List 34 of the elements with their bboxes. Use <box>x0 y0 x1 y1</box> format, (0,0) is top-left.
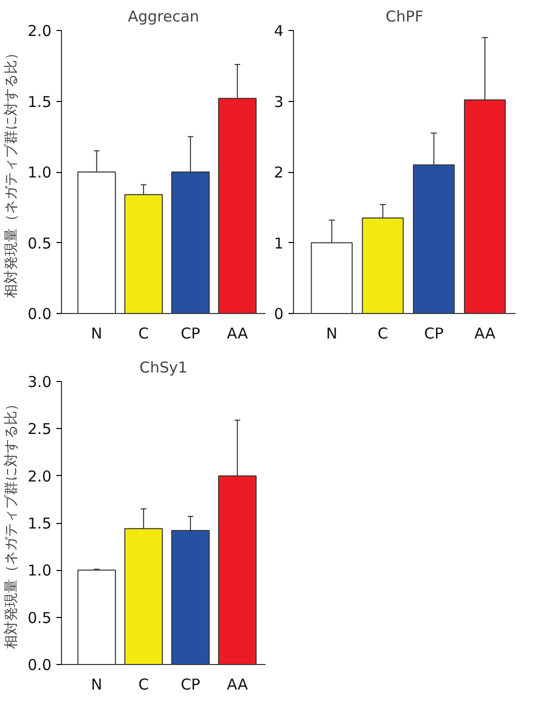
x-tick-label: AA <box>226 676 249 694</box>
x-tick-label: CP <box>180 324 200 342</box>
y-tick-label: 2.0 <box>28 22 52 40</box>
y-tick-label: 2 <box>274 164 284 182</box>
x-tick-label: C <box>378 324 388 342</box>
x-tick-label: N <box>326 324 338 342</box>
y-tick-label: 0.0 <box>28 656 52 674</box>
x-tick-label: AA <box>226 324 249 342</box>
x-tick-label: CP <box>424 324 444 342</box>
y-tick-label: 0.5 <box>28 608 52 627</box>
x-tick-label: C <box>138 324 149 342</box>
x-tick-label: CP <box>180 676 200 694</box>
x-tick-label: AA <box>474 324 496 342</box>
y-axis-title: 相対発現量（ネガティブ群に対する比） <box>4 397 20 649</box>
y-axis-title: 相対発現量（ネガティブ群に対する比） <box>4 46 20 298</box>
y-tick-label: 3.0 <box>28 373 52 391</box>
chart-title: Aggrecan <box>128 8 200 26</box>
y-tick-label: 0 <box>274 305 284 323</box>
y-tick-label: 1 <box>274 234 284 252</box>
y-tick-label: 0.0 <box>28 305 52 323</box>
x-tick-label: C <box>138 676 149 694</box>
y-tick-label: 4 <box>274 22 284 40</box>
chart-title: ChSy1 <box>140 358 188 376</box>
y-tick-label: 1.0 <box>28 164 52 182</box>
x-tick-label: N <box>91 324 102 342</box>
y-tick-label: 1.0 <box>28 562 52 580</box>
y-tick-label: 2.0 <box>28 467 52 486</box>
y-tick-label: 3 <box>274 92 284 111</box>
chart-title: ChPF <box>386 8 424 26</box>
y-tick-label: 1.5 <box>28 514 52 532</box>
y-tick-label: 1.5 <box>28 92 52 111</box>
y-tick-label: 0.5 <box>28 234 52 252</box>
y-tick-label: 2.5 <box>28 420 52 438</box>
x-tick-label: N <box>91 676 102 694</box>
